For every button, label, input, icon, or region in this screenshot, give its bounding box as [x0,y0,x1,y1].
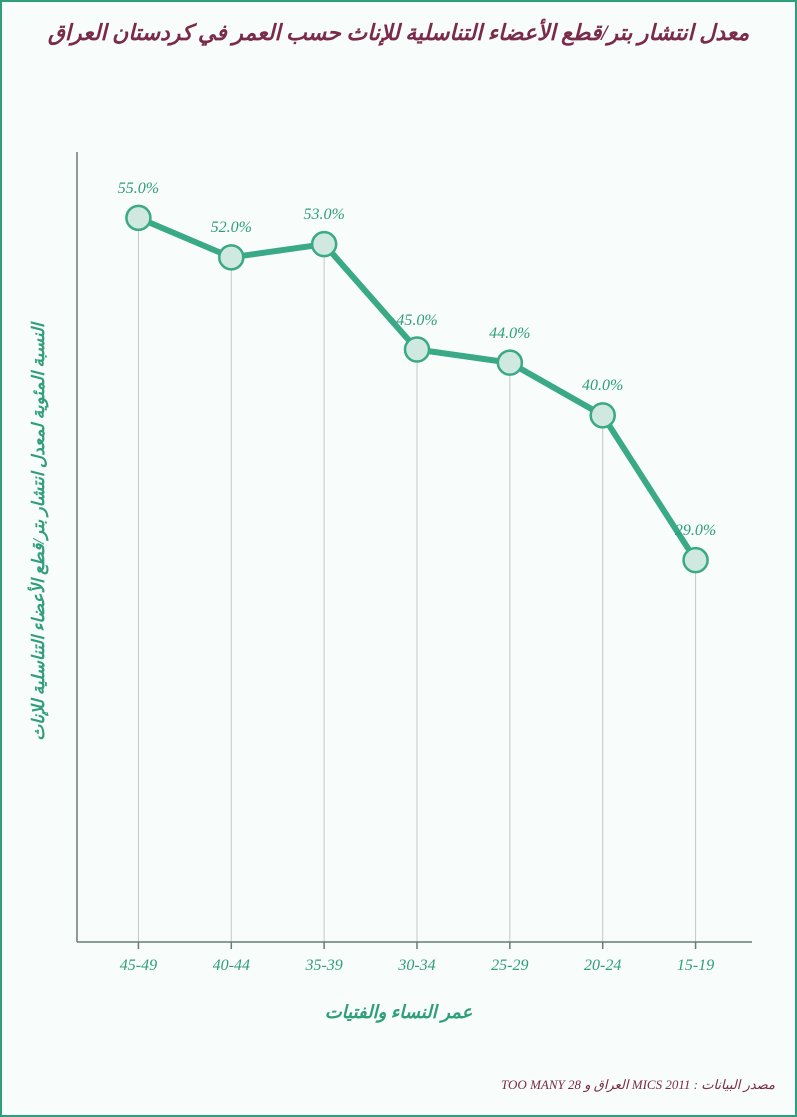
x-tick-label: 45-49 [120,957,157,975]
y-axis-label-container: النسبة المئوية لمعدل انتشار بتر/قطع الأع… [24,152,54,912]
x-axis-label: عمر النساء والفتيات [2,1002,795,1023]
chart-frame: معدل انتشار بتر/قطع الأعضاء التناسلية لل… [0,0,797,1117]
x-tick-label: 30-34 [398,957,435,975]
x-tick-label: 20-24 [584,957,621,975]
plot-area [72,142,762,952]
x-tick-label: 15-19 [677,957,714,975]
chart-title: معدل انتشار بتر/قطع الأعضاء التناسلية لل… [2,20,795,46]
source-text: مصدر البيانات : MICS 2011 العراق و 28 TO… [501,1077,775,1093]
y-axis-label: النسبة المئوية لمعدل انتشار بتر/قطع الأع… [29,323,49,741]
x-tick-label: 25-29 [491,957,528,975]
chart-svg [72,142,762,952]
x-tick-label: 40-44 [213,957,250,975]
x-tick-label: 35-39 [305,957,342,975]
x-tick-labels: 45-49 40-44 35-39 30-34 25-29 20-24 15-19 [72,957,762,987]
